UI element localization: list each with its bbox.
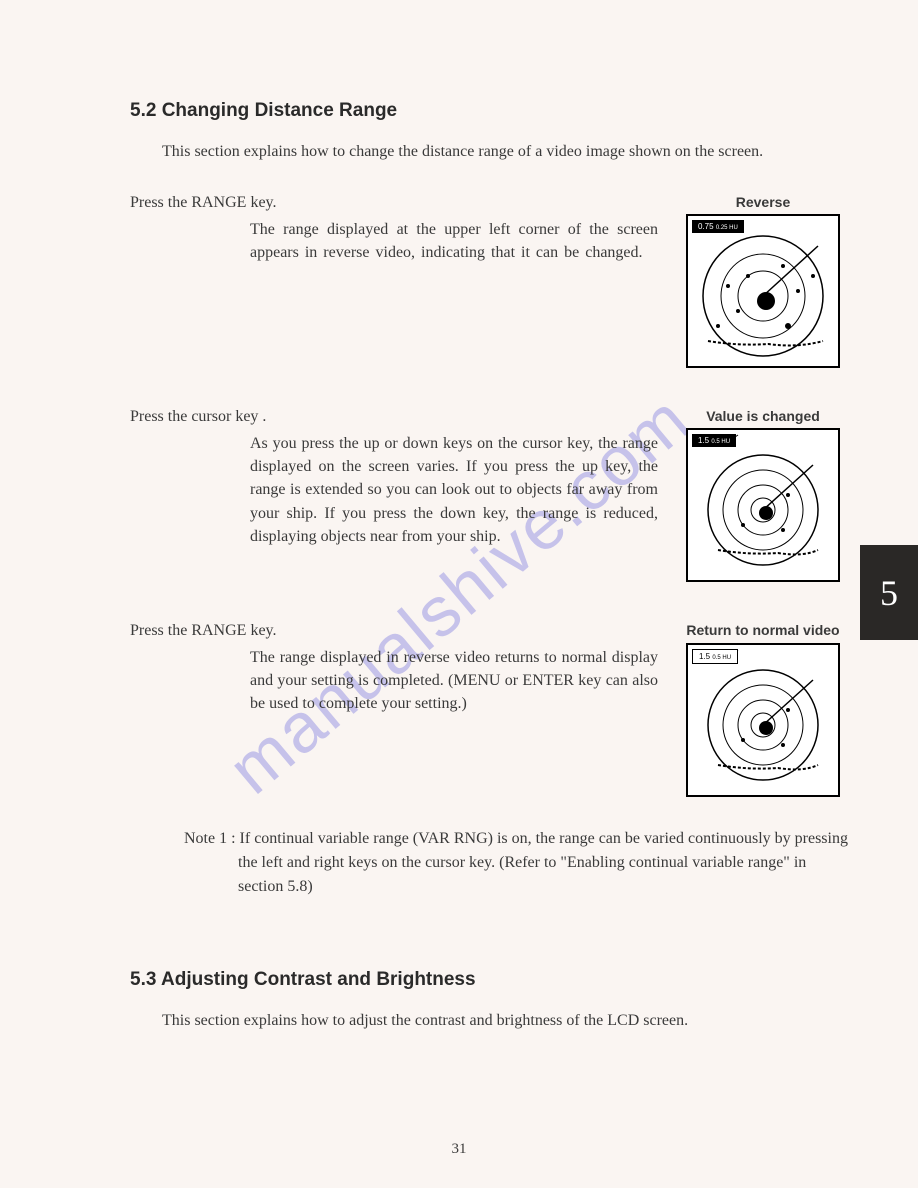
step-3-desc: The range displayed in reverse video ret… <box>250 646 658 716</box>
step-2-figure-label: Value is changed <box>678 408 848 424</box>
range-badge-normal: 1.5 0.5 HU <box>692 649 738 664</box>
step-2-desc: As you press the up or down keys on the … <box>250 432 658 548</box>
step-2-figure: Value is changed 1.5 0.5 HU <box>678 408 848 582</box>
step-3-text: Press the RANGE key. The range displayed… <box>130 622 678 716</box>
section-5-3-intro: This section explains how to adjust the … <box>130 1009 848 1033</box>
radar-svg-3 <box>688 645 838 795</box>
step-1-row: Press the RANGE key. The range displayed… <box>130 194 848 368</box>
step-2-text: Press the cursor key . As you press the … <box>130 408 678 548</box>
range-value-2: 1.5 <box>698 436 709 445</box>
step-2-row: Press the cursor key . As you press the … <box>130 408 848 582</box>
step-1-text: Press the RANGE key. The range displayed… <box>130 194 678 264</box>
range-badge-reverse-2: 1.5 0.5 HU <box>692 434 736 447</box>
radar-display-1: 0.75 0.25 HU <box>686 214 840 368</box>
section-5-2-intro: This section explains how to change the … <box>130 140 848 164</box>
radar-display-2: 1.5 0.5 HU <box>686 428 840 582</box>
step-1-figure: Reverse 0.75 0.25 HU <box>678 194 848 368</box>
step-1-desc: The range displayed at the upper left co… <box>250 218 658 264</box>
range-sub-3: 0.5 HU <box>712 655 731 661</box>
step-2-label: Press the cursor key . <box>130 408 658 426</box>
step-1-label: Press the RANGE key. <box>130 194 658 212</box>
section-5-2-heading: 5.2 Changing Distance Range <box>130 100 848 122</box>
page-content: 5.2 Changing Distance Range This section… <box>0 0 918 1103</box>
radar-svg-1 <box>688 216 838 366</box>
step-3-figure: Return to normal video 1.5 0.5 HU <box>678 622 848 797</box>
section-5-3-heading: 5.3 Adjusting Contrast and Brightness <box>130 969 848 991</box>
range-sub-2: 0.5 HU <box>711 439 730 445</box>
step-1-figure-label: Reverse <box>678 194 848 210</box>
step-3-row: Press the RANGE key. The range displayed… <box>130 622 848 797</box>
step-3-label: Press the RANGE key. <box>130 622 658 640</box>
range-value: 0.75 <box>698 222 714 231</box>
radar-display-3: 1.5 0.5 HU <box>686 643 840 797</box>
range-value-3: 1.5 <box>699 652 710 661</box>
range-badge-reverse: 0.75 0.25 HU <box>692 220 744 233</box>
step-3-figure-label: Return to normal video <box>678 622 848 639</box>
page-number: 31 <box>452 1141 467 1158</box>
radar-svg-2 <box>688 430 838 580</box>
note-1: Note 1 : If continual variable range (VA… <box>184 827 848 899</box>
range-sub: 0.25 HU <box>716 225 738 231</box>
